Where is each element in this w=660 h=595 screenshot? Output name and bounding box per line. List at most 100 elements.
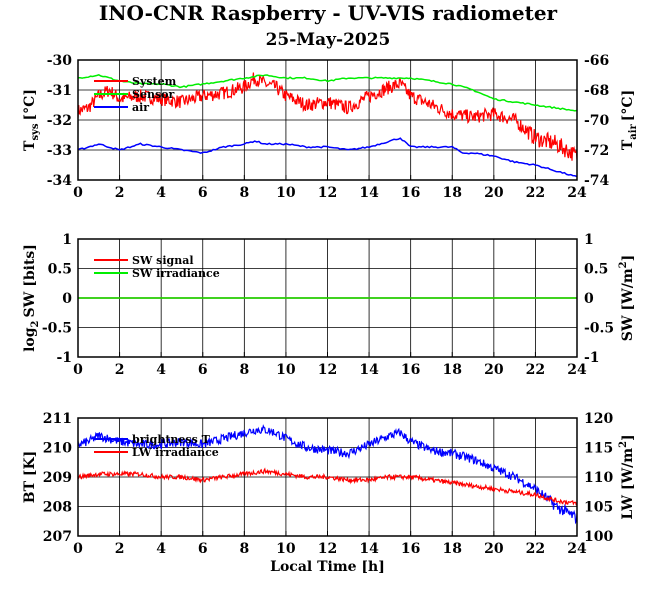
- x-tick-label: 8: [239, 362, 249, 378]
- x-tick-label: 18: [443, 362, 462, 378]
- x-tick-label: 6: [198, 362, 208, 378]
- y-tick-label-right: 120: [584, 411, 613, 427]
- x-tick-label: 12: [318, 362, 337, 378]
- y-tick-label-right: -1: [584, 350, 600, 366]
- x-tick-label: 4: [156, 185, 166, 201]
- x-tick-label: 4: [156, 541, 166, 557]
- x-tick-label: 16: [401, 362, 420, 378]
- x-tick-label: 12: [318, 185, 337, 201]
- y-tick-label-left: 208: [43, 500, 72, 516]
- y-tick-label-left: 0.5: [48, 262, 72, 278]
- x-tick-label: 22: [526, 362, 545, 378]
- x-tick-label: 8: [239, 541, 249, 557]
- y-tick-label-left: -0.5: [42, 321, 72, 337]
- y-tick-label-left: 0: [62, 291, 72, 307]
- y-axis-label-right: SW [W/m2]: [618, 255, 636, 342]
- x-tick-label: 0: [73, 541, 83, 557]
- series-group: [78, 72, 577, 178]
- x-tick-label: 10: [276, 362, 296, 378]
- y-tick-label-right: 1: [584, 232, 594, 248]
- legend-label: LW irradiance: [132, 446, 219, 459]
- x-tick-label: 18: [443, 185, 462, 201]
- y-tick-label-left: -30: [47, 53, 73, 69]
- series-line-brightness-t: [78, 424, 577, 525]
- legend-label: brightness T: [132, 433, 211, 446]
- x-tick-label: 4: [156, 362, 166, 378]
- legend-label: Sensor: [132, 88, 174, 101]
- x-tick-label: 14: [359, 362, 379, 378]
- plot-frame: [77, 238, 578, 358]
- x-tick-label: 14: [359, 185, 379, 201]
- x-tick-label: 20: [484, 362, 504, 378]
- x-tick-label: 10: [276, 541, 296, 557]
- x-tick-label: 20: [484, 541, 504, 557]
- y-tick-label-left: 210: [43, 441, 72, 457]
- x-tick-label: 16: [401, 185, 420, 201]
- series-group: [78, 424, 577, 525]
- y-tick-label-left: 207: [43, 529, 72, 545]
- y-axis-label-left: log2SW [bits]: [22, 244, 41, 352]
- y-tick-label-right: 100: [584, 529, 613, 545]
- x-tick-label: 22: [526, 185, 545, 201]
- x-tick-label: 18: [443, 541, 462, 557]
- legend: brightness TLW irradiance: [94, 433, 219, 459]
- y-tick-label-right: 0: [584, 291, 594, 307]
- y-tick-label-left: -33: [47, 143, 72, 159]
- x-tick-label: 22: [526, 541, 545, 557]
- plot-frame: [77, 59, 578, 181]
- x-tick-label: 6: [198, 541, 208, 557]
- x-tick-label: 16: [401, 541, 420, 557]
- x-tick-label: 24: [567, 541, 587, 557]
- x-tick-label: 24: [567, 362, 587, 378]
- y-tick-label-right: 105: [584, 500, 613, 516]
- legend-label: air: [132, 101, 149, 114]
- x-tick-label: 0: [73, 362, 83, 378]
- x-tick-label: 8: [239, 185, 249, 201]
- y-tick-label-right: 115: [584, 441, 613, 457]
- x-tick-label: 12: [318, 541, 337, 557]
- y-tick-label-left: -32: [47, 113, 72, 129]
- figure-title: INO-CNR Raspberry - UV-VIS radiometer: [99, 1, 558, 25]
- x-tick-label: 2: [115, 541, 125, 557]
- x-tick-label: 24: [567, 185, 587, 201]
- y-axis-label-right: LW [W/m2]: [618, 434, 636, 519]
- legend-label: SW irradiance: [132, 267, 220, 280]
- y-tick-label-left: 1: [62, 232, 72, 248]
- y-tick-label-right: -66: [584, 53, 609, 69]
- x-tick-label: 10: [276, 185, 296, 201]
- x-tick-label: 6: [198, 185, 208, 201]
- y-tick-label-left: -34: [47, 173, 73, 189]
- legend-label: SW signal: [132, 254, 194, 267]
- series-line-lw-irradiance: [78, 467, 577, 506]
- series-line-air: [78, 137, 577, 178]
- y-tick-label-right: -70: [584, 113, 610, 129]
- x-tick-label: 2: [115, 185, 125, 201]
- y-tick-label-right: -74: [584, 173, 610, 189]
- y-axis-label-right: Tair[°C]: [620, 90, 639, 150]
- x-tick-label: 20: [484, 185, 504, 201]
- y-tick-label-right: -0.5: [584, 321, 614, 337]
- y-tick-label-right: 0.5: [584, 262, 608, 278]
- figure-subtitle: 25-May-2025: [266, 30, 391, 50]
- y-tick-label-right: 110: [584, 470, 613, 486]
- y-tick-label-left: -1: [56, 350, 72, 366]
- y-tick-label-right: -72: [584, 143, 609, 159]
- x-tick-label: 14: [359, 541, 379, 557]
- chart-panel-temperature: 0 2 4 6 8 10 12 14 16 18 20 22 24-30 -66-31 -68-32 -70-…: [22, 53, 639, 201]
- y-axis-label-left: Tsys[°C]: [22, 89, 41, 151]
- series-line-system: [78, 72, 577, 161]
- y-axis-label-left: BT [K]: [22, 451, 38, 504]
- series-line-sensor: [78, 73, 577, 112]
- y-tick-label-left: 209: [43, 470, 72, 486]
- x-axis-label: Local Time [h]: [270, 559, 385, 575]
- y-tick-label-right: -68: [584, 83, 609, 99]
- x-tick-label: 0: [73, 185, 83, 201]
- x-tick-label: 2: [115, 362, 125, 378]
- chart-panel-shortwave: 0 2 4 6 8 10 12 14 16 18 20 22 241 10.5 0.50 0-0.5 -0.5-…: [22, 232, 636, 378]
- legend-label: System: [132, 75, 177, 88]
- y-tick-label-left: 211: [43, 411, 72, 427]
